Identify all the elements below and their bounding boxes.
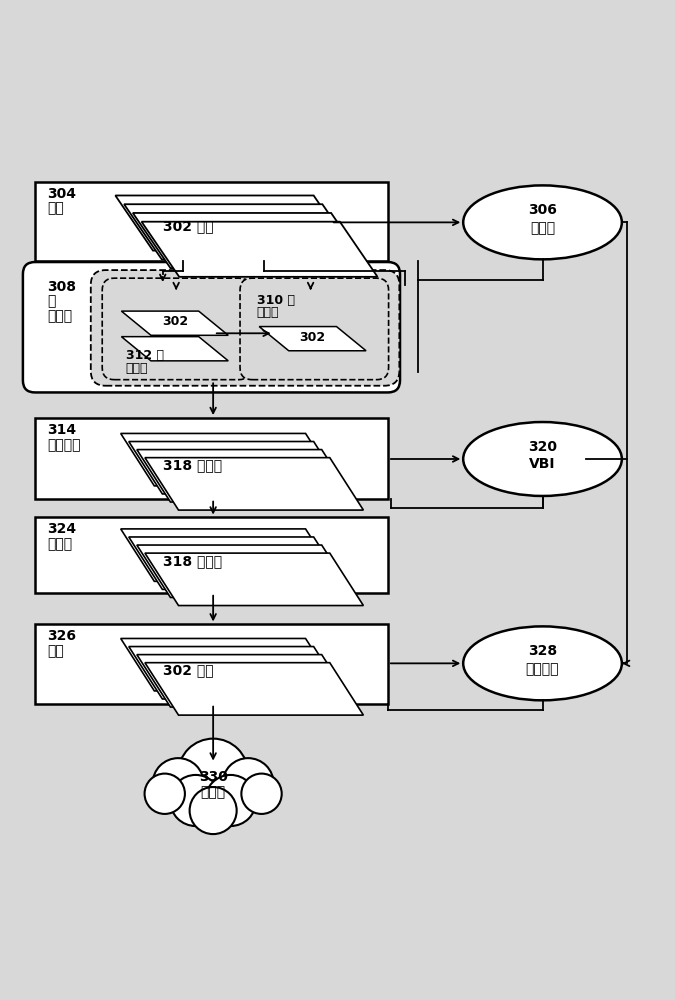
Text: 缓冲器: 缓冲器: [126, 362, 148, 375]
Bar: [35, 274, 388, 380]
Text: 318 输出帧: 318 输出帧: [163, 554, 222, 568]
Polygon shape: [142, 222, 377, 277]
Polygon shape: [121, 433, 339, 486]
Text: 330: 330: [198, 770, 227, 784]
FancyBboxPatch shape: [23, 262, 400, 392]
Polygon shape: [122, 337, 228, 361]
Polygon shape: [133, 213, 369, 268]
Text: 302: 302: [300, 331, 326, 344]
Polygon shape: [122, 311, 228, 335]
Text: 缓冲器: 缓冲器: [256, 306, 279, 319]
Polygon shape: [124, 204, 360, 259]
Polygon shape: [137, 545, 355, 597]
Polygon shape: [145, 663, 363, 715]
Text: 缓冲器: 缓冲器: [47, 309, 72, 323]
Polygon shape: [115, 195, 351, 251]
FancyBboxPatch shape: [102, 278, 251, 380]
Polygon shape: [137, 655, 355, 707]
Text: 320: 320: [528, 440, 557, 454]
Polygon shape: [137, 450, 355, 502]
Text: 312 后: 312 后: [126, 349, 164, 362]
Polygon shape: [145, 458, 363, 510]
Text: 304: 304: [47, 187, 76, 201]
Text: 压缩速率: 压缩速率: [526, 662, 560, 676]
Circle shape: [144, 774, 185, 814]
Circle shape: [170, 775, 221, 826]
Text: 302 源帧: 302 源帧: [163, 663, 213, 677]
Text: 302 源帧: 302 源帧: [163, 220, 213, 234]
Text: 扫描输出: 扫描输出: [47, 438, 80, 452]
Text: 帧捕获: 帧捕获: [47, 537, 72, 551]
Circle shape: [178, 739, 248, 809]
Text: 318 输出帧: 318 输出帧: [163, 458, 222, 472]
Text: 帧: 帧: [47, 294, 55, 308]
Polygon shape: [121, 638, 339, 691]
Ellipse shape: [463, 185, 622, 259]
Polygon shape: [121, 529, 339, 581]
Circle shape: [153, 758, 204, 809]
FancyBboxPatch shape: [240, 278, 389, 380]
Text: 压缩帧: 压缩帧: [200, 785, 225, 799]
Polygon shape: [129, 537, 347, 589]
Text: 306: 306: [528, 203, 557, 217]
Text: VBI: VBI: [529, 457, 556, 471]
Polygon shape: [145, 553, 363, 606]
FancyBboxPatch shape: [91, 270, 400, 386]
Text: 编码: 编码: [47, 644, 64, 658]
Bar: [35, 418, 388, 499]
Bar: [35, 624, 388, 704]
Circle shape: [242, 774, 281, 814]
Polygon shape: [129, 647, 347, 699]
Text: 326: 326: [47, 629, 76, 643]
Text: 314: 314: [47, 423, 76, 437]
Bar: [35, 182, 388, 261]
Ellipse shape: [463, 422, 622, 496]
Bar: [35, 517, 388, 593]
Text: 渲染: 渲染: [47, 202, 64, 216]
Text: 328: 328: [528, 644, 557, 658]
Circle shape: [190, 787, 237, 834]
Text: 帧速率: 帧速率: [530, 221, 555, 235]
Circle shape: [223, 758, 273, 809]
Text: 302: 302: [162, 315, 188, 328]
Polygon shape: [259, 327, 366, 351]
Polygon shape: [129, 442, 347, 494]
Text: 324: 324: [47, 522, 76, 536]
Circle shape: [205, 775, 256, 826]
Text: 308: 308: [47, 280, 76, 294]
Ellipse shape: [463, 626, 622, 700]
Text: 310 前: 310 前: [256, 294, 295, 307]
